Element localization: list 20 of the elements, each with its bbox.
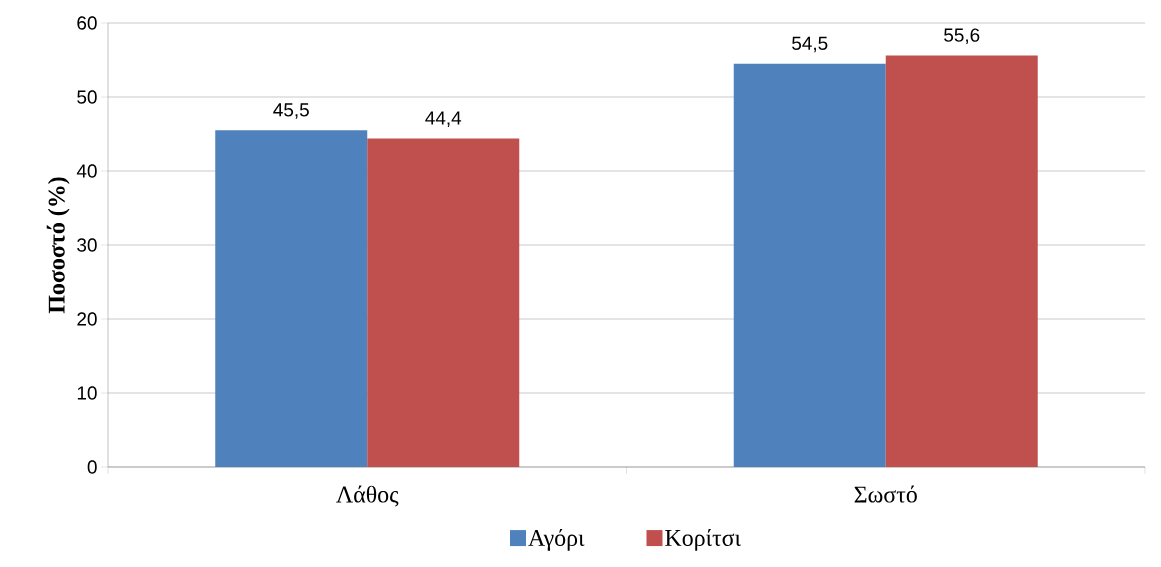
bar: [215, 130, 368, 467]
y-tick-label: 50: [77, 90, 97, 104]
bar: [367, 138, 520, 467]
data-label: 44,4: [425, 111, 462, 127]
y-axis-title: Ποσοστό (%): [46, 177, 70, 314]
y-tick-label: 30: [77, 238, 97, 252]
bar: [885, 55, 1038, 467]
data-label: 55,6: [944, 28, 980, 45]
legend-label: Κορίτσι: [665, 528, 741, 551]
y-tick-label: 40: [76, 164, 97, 178]
x-tick-label: Σωστό: [854, 485, 917, 503]
y-tick-label: 10: [77, 386, 97, 400]
y-tick-label: 0: [87, 460, 97, 474]
x-tick-label: Λάθος: [336, 485, 399, 507]
data-label: 45,5: [273, 103, 309, 119]
legend-label: Αγόρι: [528, 528, 585, 551]
y-tick-label: 20: [77, 312, 97, 326]
y-tick-label: 60: [77, 16, 97, 30]
bar: [733, 63, 886, 467]
data-label: 54,5: [792, 36, 828, 53]
